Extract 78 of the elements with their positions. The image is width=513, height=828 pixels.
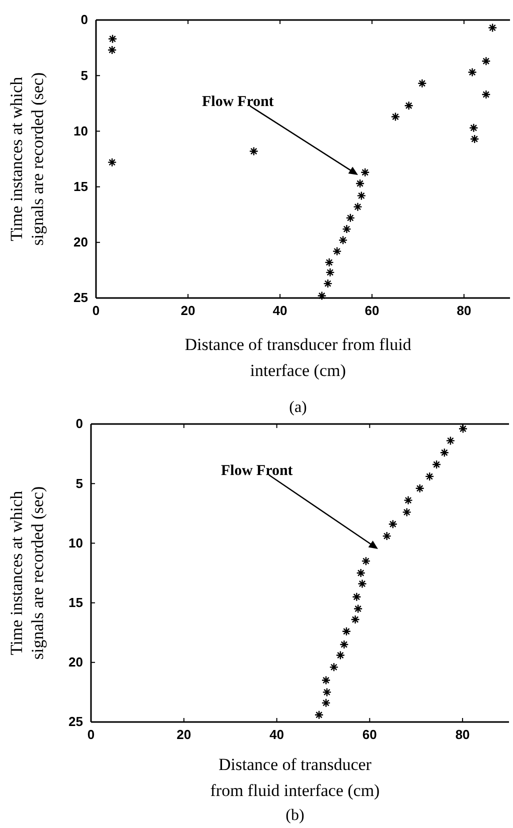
point: [361, 556, 371, 566]
point: [446, 436, 456, 446]
point: [108, 45, 117, 55]
x-tick-label: 20: [176, 727, 192, 742]
point: [402, 508, 412, 517]
point: [350, 614, 360, 624]
y-tick-label: 25: [68, 714, 83, 730]
x-axis-title: Distance of transducer from fluid interface (cm): [210, 755, 380, 800]
point: [338, 236, 348, 245]
y-tick-label: 25: [74, 290, 88, 306]
point: [358, 579, 367, 588]
point: [342, 224, 352, 234]
point: [404, 101, 414, 110]
annotation: Flow Front: [202, 94, 274, 110]
point: [356, 191, 366, 200]
point: [317, 291, 326, 300]
point: [360, 168, 370, 177]
point: [108, 158, 117, 167]
point: [332, 246, 342, 256]
point: [321, 676, 331, 685]
y-tick-label: 20: [74, 234, 88, 250]
point: [382, 531, 392, 541]
annotation: Flow Front: [221, 463, 293, 479]
x-tick-label: 60: [364, 303, 380, 318]
x-tick-label: 60: [362, 727, 377, 742]
point: [353, 202, 362, 212]
point: [336, 650, 346, 660]
point: [440, 448, 450, 458]
point: [342, 626, 352, 636]
point: [469, 123, 478, 132]
point: [329, 662, 339, 672]
point: [355, 178, 365, 188]
point: [324, 258, 334, 268]
point: [340, 640, 349, 650]
point: [468, 68, 477, 77]
x-tick-label: 40: [272, 303, 288, 318]
y-tick-label: 5: [76, 476, 83, 491]
point: [424, 472, 434, 482]
point: [432, 460, 442, 470]
y-tick-label: 15: [74, 178, 88, 194]
x-tick-label: 80: [456, 303, 472, 318]
y-axis-title: Time instances at which signals are recorded (sec): [7, 72, 47, 246]
point: [481, 90, 491, 100]
y-tick-label: 0: [76, 416, 83, 432]
point: [418, 78, 427, 88]
y-tick-label: 5: [80, 68, 88, 83]
x-tick-label: 80: [455, 727, 470, 742]
point: [470, 134, 480, 144]
text: (b): [286, 807, 304, 824]
text: (a): [289, 399, 307, 416]
y-tick-label: 20: [68, 654, 83, 670]
y-axis-title: Time instances at which signals are recorded (sec): [7, 486, 47, 660]
x-axis-title: Distance of transducer from fluid interface (cm): [184, 335, 412, 380]
point: [326, 268, 335, 278]
point: [458, 424, 468, 434]
point: [390, 112, 400, 122]
x-tick-label: 20: [180, 303, 196, 318]
point: [321, 698, 331, 708]
point: [314, 710, 324, 720]
point: [249, 146, 258, 156]
point: [346, 213, 355, 223]
point: [356, 568, 366, 578]
point: [388, 520, 398, 529]
y-tick-label: 15: [68, 594, 83, 610]
x-tick-label: 0: [92, 303, 100, 318]
point: [323, 278, 332, 288]
point: [404, 496, 413, 505]
point: [488, 23, 498, 32]
point: [415, 484, 424, 493]
y-tick-label: 10: [74, 123, 88, 138]
x-tick-label: 40: [270, 727, 284, 742]
point: [353, 604, 363, 614]
point: [322, 688, 332, 697]
point: [352, 592, 362, 602]
point: [481, 56, 491, 66]
y-tick-label: 10: [68, 535, 83, 550]
y-tick-label: 0: [80, 12, 88, 28]
point: [108, 34, 118, 44]
